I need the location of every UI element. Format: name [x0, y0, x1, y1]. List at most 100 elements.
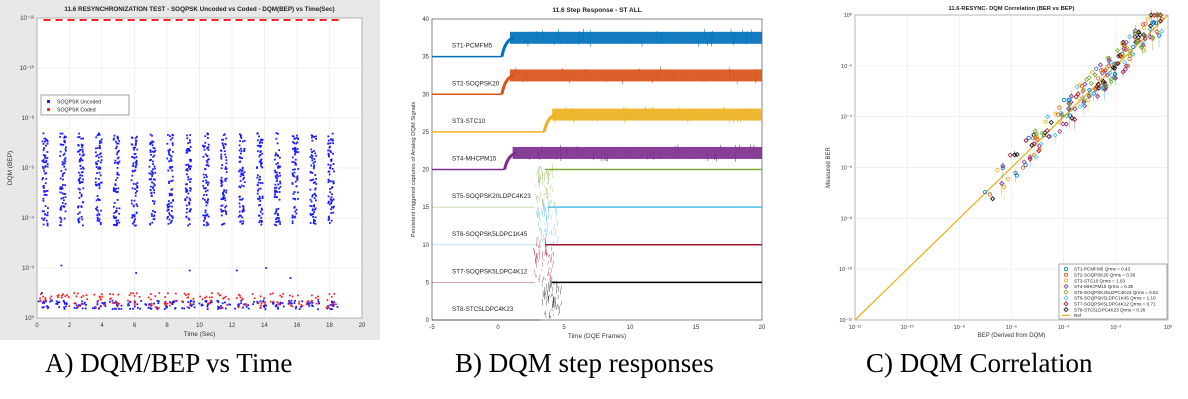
uncoded-point [204, 153, 207, 156]
coded-point [263, 297, 266, 300]
coded-point [128, 294, 131, 297]
uncoded-point [79, 188, 81, 191]
uncoded-point [113, 307, 116, 310]
coded-point [218, 294, 221, 297]
uncoded-point [82, 187, 85, 190]
uncoded-point [116, 199, 119, 201]
uncoded-point [44, 182, 47, 185]
uncoded-point [327, 178, 330, 181]
uncoded-point [80, 158, 83, 161]
uncoded-point [225, 162, 228, 165]
coded-point [117, 303, 120, 306]
uncoded-point [206, 308, 209, 311]
uncoded-point [98, 146, 101, 149]
chart-c-xtick-label: 10⁻² [1110, 325, 1121, 331]
chart-b-ytick-label: 35 [422, 55, 429, 61]
uncoded-point [240, 135, 242, 138]
uncoded-point [58, 301, 61, 304]
uncoded-point [150, 213, 153, 215]
uncoded-point [45, 139, 48, 142]
uncoded-point [259, 140, 262, 143]
uncoded-point [262, 299, 265, 302]
uncoded-point [294, 198, 297, 201]
coded-point [279, 294, 282, 297]
uncoded-point [276, 173, 278, 176]
uncoded-point [113, 217, 116, 219]
correlation-point [1141, 25, 1147, 31]
uncoded-point [41, 301, 44, 304]
uncoded-point [225, 211, 228, 214]
uncoded-point [279, 220, 281, 223]
correlation-point [1154, 30, 1159, 35]
uncoded-point [170, 215, 173, 217]
uncoded-point [117, 156, 120, 159]
uncoded-point [78, 197, 81, 199]
uncoded-point [113, 134, 116, 137]
uncoded-point [112, 138, 115, 141]
uncoded-point [238, 303, 240, 306]
uncoded-point [187, 178, 190, 181]
uncoded-point [44, 137, 47, 140]
uncoded-point [166, 204, 169, 206]
step-transition [540, 227, 542, 232]
uncoded-point [59, 187, 62, 190]
uncoded-point [94, 151, 97, 154]
uncoded-point [257, 189, 259, 192]
uncoded-point [256, 144, 259, 147]
step-transition [543, 185, 547, 189]
uncoded-point [311, 195, 314, 198]
uncoded-point [317, 300, 320, 303]
uncoded-point [256, 150, 259, 153]
uncoded-point [225, 156, 227, 159]
uncoded-point [186, 208, 188, 210]
uncoded-point [276, 191, 279, 193]
uncoded-point [291, 222, 294, 225]
uncoded-point [188, 148, 191, 151]
uncoded-point [314, 181, 316, 184]
uncoded-point [190, 165, 192, 168]
uncoded-point [117, 187, 120, 190]
uncoded-point [222, 144, 224, 146]
uncoded-point [225, 205, 228, 208]
uncoded-point [225, 167, 228, 170]
uncoded-point [84, 307, 87, 310]
uncoded-point [241, 197, 244, 200]
uncoded-point [315, 194, 317, 197]
chart-a-xlabel: Time (Sec) [184, 331, 216, 338]
uncoded-point [77, 136, 80, 139]
uncoded-point [331, 199, 334, 202]
coded-point [184, 294, 187, 297]
uncoded-point [273, 158, 276, 161]
step-transition [556, 285, 558, 294]
uncoded-point [41, 140, 44, 143]
uncoded-point [167, 209, 170, 211]
uncoded-point [313, 211, 315, 213]
correlation-point [1097, 62, 1104, 68]
uncoded-point [77, 212, 80, 215]
uncoded-point [133, 214, 136, 216]
coded-point [164, 303, 167, 306]
correlation-point [1099, 85, 1105, 91]
uncoded-point [112, 215, 115, 218]
step-transition [553, 314, 555, 317]
chart-a-xtick-label: 8 [165, 323, 169, 329]
uncoded-point [133, 148, 135, 151]
correlation-point [1156, 33, 1162, 38]
uncoded-point [157, 302, 160, 305]
uncoded-point [330, 180, 332, 183]
step-transition [544, 277, 547, 281]
uncoded-point [187, 217, 190, 220]
uncoded-point [292, 168, 294, 171]
coded-point [210, 292, 213, 295]
uncoded-point [310, 154, 313, 156]
uncoded-point [98, 214, 101, 216]
uncoded-point [240, 170, 243, 173]
uncoded-point [294, 168, 296, 171]
uncoded-point [278, 172, 281, 174]
uncoded-point [78, 136, 81, 138]
uncoded-point [95, 207, 97, 210]
correlation-point [1000, 165, 1005, 170]
uncoded-point [185, 211, 188, 214]
correlation-point [1082, 103, 1088, 109]
uncoded-point [99, 221, 102, 224]
